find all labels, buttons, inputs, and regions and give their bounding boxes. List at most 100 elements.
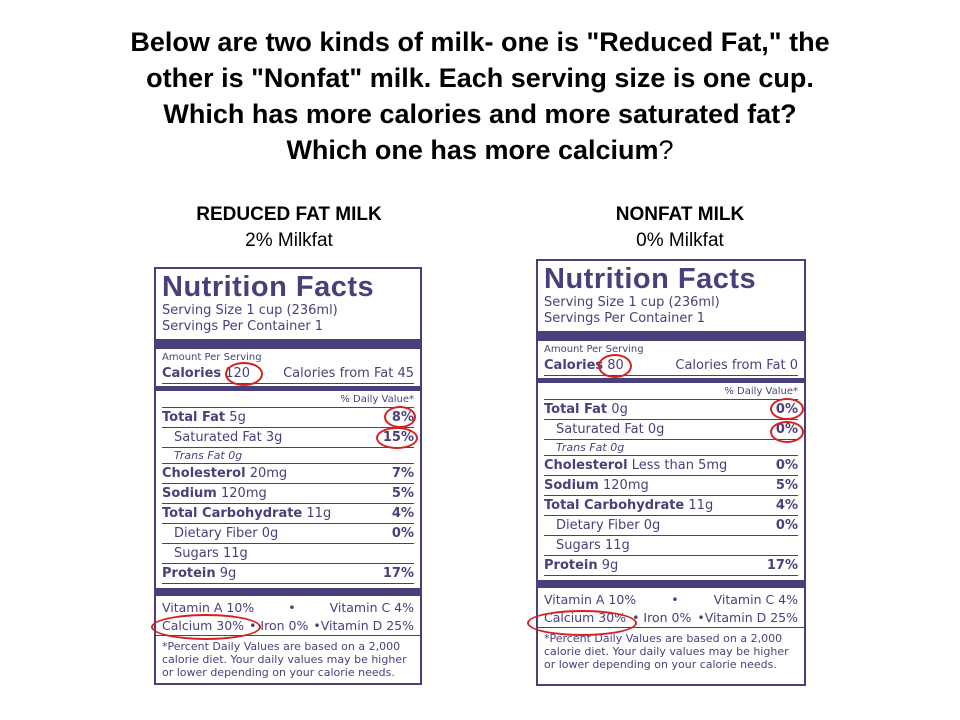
protein-value: 9g <box>601 558 619 573</box>
carbohydrate-value: 11g <box>306 506 332 521</box>
saturated-fat-row: Saturated Fat 0g 0% <box>544 420 798 440</box>
question-text: Below are two kinds of milk- one is "Red… <box>20 24 940 168</box>
trans-fat-row: Trans Fat 0g <box>162 448 414 464</box>
nonfat-title: NONFAT MILK <box>615 204 745 225</box>
servings-per-container: Servings Per Container 1 <box>544 311 706 326</box>
servings-per-container: Servings Per Container 1 <box>162 319 324 334</box>
calories-label: Calories <box>162 366 222 381</box>
sodium-row: Sodium 120mg 5% <box>162 484 414 504</box>
cholesterol-pct: 0% <box>775 458 798 473</box>
total-fat-pct: 8% <box>391 410 414 425</box>
cholesterol-label: Cholesterol <box>162 466 246 481</box>
vitamin-row-1: Vitamin A 10% • Vitamin C 4% <box>544 591 798 609</box>
vitamin-d: •Vitamin D 25% <box>313 618 414 633</box>
vitamin-d: •Vitamin D 25% <box>697 610 798 625</box>
calories-row: Calories 120 Calories from Fat 45 <box>162 364 414 384</box>
question-line-3: Which has more calories and more saturat… <box>163 99 797 129</box>
nonfat-subtitle: 0% Milkfat <box>636 230 724 251</box>
trans-fat-row: Trans Fat 0g <box>544 440 798 456</box>
calories-from-fat: Calories from Fat 0 <box>675 358 798 373</box>
carbohydrate-value: 11g <box>688 498 714 513</box>
protein-pct: 17% <box>382 566 414 581</box>
cholesterol-row: Cholesterol 20mg 7% <box>162 464 414 484</box>
saturated-fat-row: Saturated Fat 3g 15% <box>162 428 414 448</box>
carbohydrate-row: Total Carbohydrate 11g 4% <box>162 504 414 524</box>
trans-fat-label: Trans Fat 0g <box>556 441 625 454</box>
sugars-row: Sugars 11g <box>162 544 414 564</box>
calcium: Calcium 30% <box>162 618 245 633</box>
sugars-label: Sugars 11g <box>556 538 630 553</box>
nonfat-heading: NONFAT MILK 0% Milkfat <box>550 202 810 254</box>
question-line-4-main: Which one has more calcium <box>286 135 659 165</box>
sugars-row: Sugars 11g <box>544 536 798 556</box>
cholesterol-pct: 7% <box>391 466 414 481</box>
divider-thick <box>538 331 804 341</box>
carbohydrate-pct: 4% <box>775 498 798 513</box>
fiber-row: Dietary Fiber 0g 0% <box>544 516 798 536</box>
calories-value: 120 <box>225 366 251 381</box>
protein-label: Protein <box>162 566 216 581</box>
saturated-fat-label: Saturated Fat 0g <box>556 422 665 437</box>
serving-size: Serving Size 1 cup (236ml) <box>544 295 720 310</box>
amount-per-serving: Amount Per Serving <box>544 344 644 355</box>
reduced-fat-subtitle: 2% Milkfat <box>245 230 333 251</box>
vitamin-row-1: Vitamin A 10% • Vitamin C 4% <box>162 599 414 617</box>
total-fat-label: Total Fat <box>162 410 226 425</box>
fiber-label: Dietary Fiber 0g <box>556 518 661 533</box>
question-mark: ? <box>658 135 674 165</box>
question-line-2: other is "Nonfat" milk. Each serving siz… <box>146 63 814 93</box>
iron: • Iron 0% <box>249 618 309 633</box>
total-fat-value: 0g <box>611 402 628 417</box>
nutrition-label-nonfat: Nutrition Facts Serving Size 1 cup (236m… <box>536 259 806 686</box>
footnote: *Percent Daily Values are based on a 2,0… <box>162 640 407 679</box>
divider-thin <box>156 635 420 636</box>
divider-thin <box>538 627 804 628</box>
sodium-value: 120mg <box>221 486 267 501</box>
vitamin-bullet: • <box>288 600 296 615</box>
daily-value-heading: % Daily Value* <box>162 393 414 408</box>
carbohydrate-label: Total Carbohydrate <box>544 498 685 513</box>
question-line-4: Which one has more calcium? <box>20 132 940 168</box>
protein-value: 9g <box>219 566 237 581</box>
trans-fat-label: Trans Fat 0g <box>174 449 243 462</box>
fiber-row: Dietary Fiber 0g 0% <box>162 524 414 544</box>
cholesterol-row: Cholesterol Less than 5mg 0% <box>544 456 798 476</box>
divider-mid <box>156 386 420 391</box>
fiber-pct: 0% <box>391 526 414 541</box>
saturated-fat-pct: 0% <box>775 422 798 437</box>
fiber-label: Dietary Fiber 0g <box>174 526 279 541</box>
reduced-fat-heading: REDUCED FAT MILK 2% Milkfat <box>159 202 419 254</box>
divider-thick-2 <box>156 588 420 596</box>
nutrition-label-reduced-fat: Nutrition Facts Serving Size 1 cup (236m… <box>154 267 422 685</box>
vitamin-a: Vitamin A 10% <box>162 600 255 615</box>
sodium-label: Sodium <box>544 478 599 493</box>
daily-value-heading: % Daily Value* <box>544 385 798 400</box>
sugars-label: Sugars 11g <box>174 546 248 561</box>
sodium-pct: 5% <box>775 478 798 493</box>
amount-per-serving: Amount Per Serving <box>162 352 262 363</box>
total-fat-value: 5g <box>229 410 246 425</box>
saturated-fat-label: Saturated Fat 3g <box>174 430 283 445</box>
carbohydrate-label: Total Carbohydrate <box>162 506 303 521</box>
cholesterol-label: Cholesterol <box>544 458 628 473</box>
cholesterol-value: 20mg <box>249 466 288 481</box>
cholesterol-value: Less than 5mg <box>631 458 728 473</box>
divider-thick-2 <box>538 580 804 588</box>
protein-label: Protein <box>544 558 598 573</box>
vitamin-bullet: • <box>671 592 679 607</box>
iron: • Iron 0% <box>632 610 692 625</box>
sodium-pct: 5% <box>391 486 414 501</box>
protein-row: Protein 9g 17% <box>162 564 414 584</box>
protein-row: Protein 9g 17% <box>544 556 798 576</box>
calcium: Calcium 30% <box>544 610 627 625</box>
calories-row: Calories 80 Calories from Fat 0 <box>544 356 798 376</box>
fiber-pct: 0% <box>775 518 798 533</box>
total-fat-pct: 0% <box>775 402 798 417</box>
nutrition-facts-title: Nutrition Facts <box>544 263 757 295</box>
calories-label: Calories <box>544 358 604 373</box>
protein-pct: 17% <box>766 558 798 573</box>
sodium-label: Sodium <box>162 486 217 501</box>
total-fat-row: Total Fat 0g 0% <box>544 400 798 420</box>
carbohydrate-row: Total Carbohydrate 11g 4% <box>544 496 798 516</box>
reduced-fat-title: REDUCED FAT MILK <box>196 204 382 225</box>
